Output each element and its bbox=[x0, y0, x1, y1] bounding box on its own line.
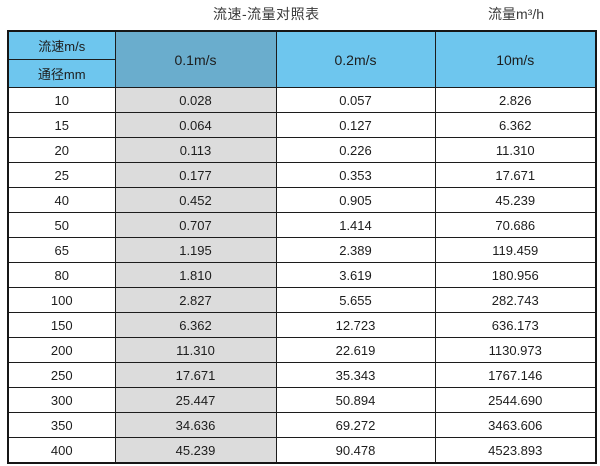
flow-value-cell: 2.389 bbox=[275, 237, 436, 263]
flow-value-cell: 1130.973 bbox=[434, 337, 597, 363]
flow-value-cell: 282.743 bbox=[434, 287, 597, 313]
diameter-cell: 250 bbox=[7, 362, 116, 388]
table-row: 25 0.177 0.353 17.671 bbox=[7, 162, 597, 188]
flow-value-cell: 180.956 bbox=[434, 262, 597, 288]
flow-value-cell: 0.452 bbox=[114, 187, 277, 213]
corner-diameter-label: 通径mm bbox=[7, 59, 116, 88]
column-header-10ms: 10m/s bbox=[434, 30, 597, 88]
table-row: 10 0.028 0.057 2.826 bbox=[7, 87, 597, 113]
diameter-cell: 80 bbox=[7, 262, 116, 288]
table-row: 50 0.707 1.414 70.686 bbox=[7, 212, 597, 238]
column-header-0-1ms: 0.1m/s bbox=[114, 30, 277, 88]
flow-value-cell: 17.671 bbox=[114, 362, 277, 388]
flow-value-cell: 17.671 bbox=[434, 162, 597, 188]
flow-value-cell: 0.707 bbox=[114, 212, 277, 238]
table-body: 10 0.028 0.057 2.826 15 0.064 0.127 6.362 20 0.11… bbox=[7, 87, 597, 464]
flow-value-cell: 90.478 bbox=[275, 437, 436, 464]
diameter-cell: 300 bbox=[7, 387, 116, 413]
diameter-cell: 350 bbox=[7, 412, 116, 438]
flow-value-cell: 12.723 bbox=[275, 312, 436, 338]
flow-value-cell: 6.362 bbox=[434, 112, 597, 138]
corner-velocity-label: 流速m/s bbox=[7, 30, 116, 60]
diameter-cell: 10 bbox=[7, 87, 116, 113]
flow-value-cell: 119.459 bbox=[434, 237, 597, 263]
flow-value-cell: 2.827 bbox=[114, 287, 277, 313]
page-title: 流速-流量对照表 bbox=[213, 6, 320, 22]
diameter-cell: 100 bbox=[7, 287, 116, 313]
flow-value-cell: 0.113 bbox=[114, 137, 277, 163]
header-row-top: 流速m/s 0.1m/s 0.2m/s 10m/s bbox=[7, 30, 597, 88]
flow-value-cell: 0.127 bbox=[275, 112, 436, 138]
flow-value-cell: 45.239 bbox=[114, 437, 277, 464]
table-row: 100 2.827 5.655 282.743 bbox=[7, 287, 597, 313]
flow-value-cell: 4523.893 bbox=[434, 437, 597, 464]
flow-value-cell: 11.310 bbox=[114, 337, 277, 363]
table-row: 250 17.671 35.343 1767.146 bbox=[7, 362, 597, 388]
flow-value-cell: 0.177 bbox=[114, 162, 277, 188]
flow-value-cell: 0.226 bbox=[275, 137, 436, 163]
flow-value-cell: 25.447 bbox=[114, 387, 277, 413]
flow-rate-table: 流速m/s 0.1m/s 0.2m/s 10m/s 通径mm 10 0.028 0.… bbox=[7, 30, 597, 464]
flow-value-cell: 1.810 bbox=[114, 262, 277, 288]
flow-value-cell: 1767.146 bbox=[434, 362, 597, 388]
flow-value-cell: 2544.690 bbox=[434, 387, 597, 413]
flow-value-cell: 45.239 bbox=[434, 187, 597, 213]
flow-value-cell: 1.195 bbox=[114, 237, 277, 263]
table-header: 流速m/s 0.1m/s 0.2m/s 10m/s 通径mm bbox=[7, 30, 597, 88]
table-row: 65 1.195 2.389 119.459 bbox=[7, 237, 597, 263]
flow-value-cell: 34.636 bbox=[114, 412, 277, 438]
diameter-cell: 200 bbox=[7, 337, 116, 363]
flow-value-cell: 0.064 bbox=[114, 112, 277, 138]
flow-value-cell: 636.173 bbox=[434, 312, 597, 338]
flow-value-cell: 70.686 bbox=[434, 212, 597, 238]
flow-value-cell: 0.057 bbox=[275, 87, 436, 113]
table-row: 40 0.452 0.905 45.239 bbox=[7, 187, 597, 213]
flow-value-cell: 3463.606 bbox=[434, 412, 597, 438]
table-row: 20 0.113 0.226 11.310 bbox=[7, 137, 597, 163]
diameter-cell: 400 bbox=[7, 437, 116, 464]
table-row: 300 25.447 50.894 2544.690 bbox=[7, 387, 597, 413]
diameter-cell: 50 bbox=[7, 212, 116, 238]
diameter-cell: 65 bbox=[7, 237, 116, 263]
diameter-cell: 40 bbox=[7, 187, 116, 213]
header-row-bottom: 通径mm bbox=[7, 59, 596, 88]
table-row: 80 1.810 3.619 180.956 bbox=[7, 262, 597, 288]
table-row: 350 34.636 69.272 3463.606 bbox=[7, 412, 597, 438]
flow-value-cell: 3.619 bbox=[275, 262, 436, 288]
flow-value-cell: 0.905 bbox=[275, 187, 436, 213]
flow-value-cell: 22.619 bbox=[275, 337, 436, 363]
flow-value-cell: 50.894 bbox=[275, 387, 436, 413]
table-row: 200 11.310 22.619 1130.973 bbox=[7, 337, 597, 363]
flow-value-cell: 5.655 bbox=[275, 287, 436, 313]
flow-value-cell: 35.343 bbox=[275, 362, 436, 388]
flow-value-cell: 6.362 bbox=[114, 312, 277, 338]
column-header-0-2ms: 0.2m/s bbox=[275, 30, 436, 88]
flow-value-cell: 1.414 bbox=[275, 212, 436, 238]
table-row: 150 6.362 12.723 636.173 bbox=[7, 312, 597, 338]
diameter-cell: 15 bbox=[7, 112, 116, 138]
diameter-cell: 25 bbox=[7, 162, 116, 188]
diameter-cell: 20 bbox=[7, 137, 116, 163]
diameter-cell: 150 bbox=[7, 312, 116, 338]
flow-value-cell: 2.826 bbox=[434, 87, 597, 113]
table-row: 400 45.239 90.478 4523.893 bbox=[7, 437, 597, 464]
flow-unit-label: 流量m³/h bbox=[488, 6, 544, 22]
table-row: 15 0.064 0.127 6.362 bbox=[7, 112, 597, 138]
flow-value-cell: 69.272 bbox=[275, 412, 436, 438]
flow-value-cell: 11.310 bbox=[434, 137, 597, 163]
flow-value-cell: 0.353 bbox=[275, 162, 436, 188]
flow-value-cell: 0.028 bbox=[114, 87, 277, 113]
